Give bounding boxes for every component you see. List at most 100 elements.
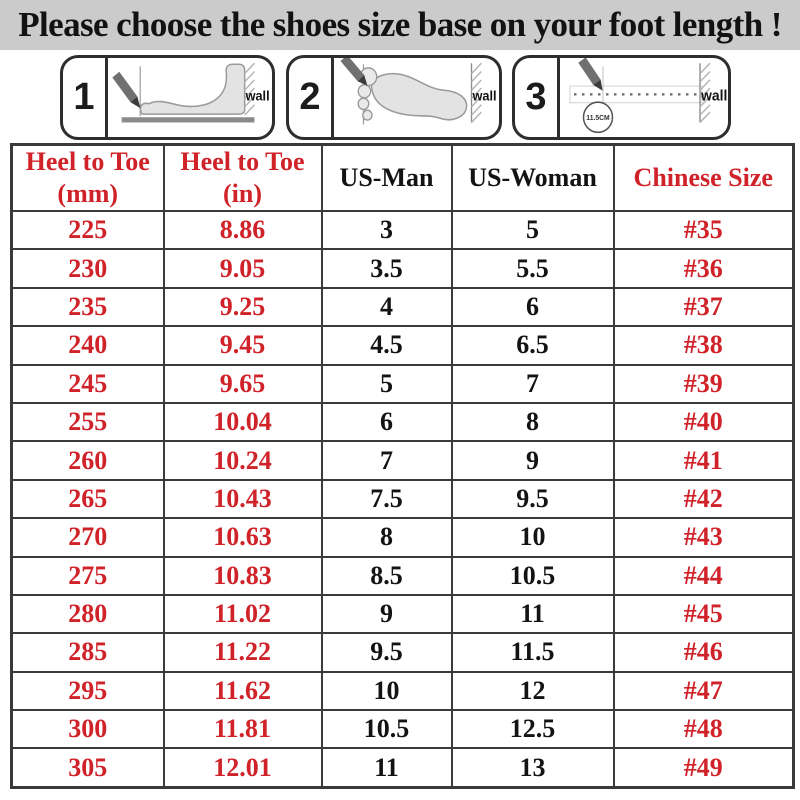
table-row: 280 11.02 9 11 #45: [10, 593, 795, 635]
measure-value-circle: [582, 101, 614, 134]
wall-label: wall: [472, 88, 497, 103]
size-cell: 11: [450, 593, 615, 635]
header-us-man: US-Man: [320, 143, 453, 212]
title-banner: Please choose the shoes size base on you…: [0, 0, 800, 50]
table-row: 235 9.25 4 6 #37: [10, 286, 795, 328]
size-cell: 4.5: [320, 325, 453, 366]
size-cell: 11.02: [162, 593, 323, 635]
foot-top-view-illustration: wall: [340, 58, 497, 125]
size-cell: 6: [320, 401, 453, 443]
size-cell: 10.5: [450, 555, 615, 596]
size-cell: 7.5: [320, 478, 453, 520]
header-us-woman: US-Woman: [450, 143, 615, 212]
size-cell: 3.5: [320, 248, 453, 289]
wall-hatching: [699, 62, 711, 123]
table-row: 245 9.65 5 7 #39: [10, 363, 795, 404]
size-cell: #41: [612, 440, 795, 481]
size-cell: 10: [320, 670, 453, 712]
size-cell: 12.01: [162, 747, 323, 789]
size-cell: 10.63: [162, 517, 323, 558]
size-cell: #49: [612, 747, 795, 789]
size-cell: 5: [320, 363, 453, 404]
header-heel-to-toe-mm: Heel to Toe (mm): [10, 143, 165, 212]
size-cell: 305: [10, 747, 165, 789]
size-cell: 9: [450, 440, 615, 481]
step-number: 3: [515, 58, 560, 137]
size-cell: #38: [612, 325, 795, 366]
page-title: Please choose the shoes size base on you…: [18, 5, 782, 44]
size-cell: #35: [612, 209, 795, 251]
size-cell: 8: [450, 401, 615, 443]
size-cell: 275: [10, 555, 165, 596]
size-cell: 240: [10, 325, 165, 366]
size-cell: #47: [612, 670, 795, 712]
size-cell: 12: [450, 670, 615, 712]
footprint-sole-shape: [370, 72, 468, 121]
table-row: 265 10.43 7.5 9.5 #42: [10, 478, 795, 520]
size-cell: 5.5: [450, 248, 615, 289]
table-row: 230 9.05 3.5 5.5 #36: [10, 248, 795, 289]
size-cell: 230: [10, 248, 165, 289]
foot-side-shape: [139, 63, 246, 115]
size-cell: #43: [612, 517, 795, 558]
size-cell: 280: [10, 593, 165, 635]
wall-hatching: [471, 62, 482, 123]
size-cell: 255: [10, 401, 165, 443]
size-cell: 9.45: [162, 325, 323, 366]
size-cell: 8.5: [320, 555, 453, 596]
size-cell: 10: [450, 517, 615, 558]
table-row: 225 8.86 3 5 #35: [10, 209, 795, 251]
table-row: 270 10.63 8 10 #43: [10, 517, 795, 558]
size-cell: #42: [612, 478, 795, 520]
step-number: 1: [63, 58, 108, 137]
table-row: 285 11.22 9.5 11.5 #46: [10, 632, 795, 673]
foot-side-view-illustration: wall: [112, 62, 270, 123]
pencil-icon: [340, 58, 368, 86]
wall-hatching: [244, 62, 255, 116]
size-cell: 12.5: [450, 709, 615, 750]
size-cell: 5: [450, 209, 615, 251]
table-row: 260 10.24 7 9 #41: [10, 440, 795, 481]
size-cell: 245: [10, 363, 165, 404]
size-cell: #48: [612, 709, 795, 750]
size-cell: 9.65: [162, 363, 323, 404]
instruction-panel-step3: 3 11.5CM wall: [512, 55, 731, 140]
step-number: 2: [289, 58, 334, 137]
size-cell: 11: [320, 747, 453, 789]
size-cell: 11.81: [162, 709, 323, 750]
size-cell: #40: [612, 401, 795, 443]
measure-value-label: 11.5CM: [586, 115, 610, 122]
table-header-row: Heel to Toe (mm) Heel to Toe (in) US-Man…: [10, 143, 795, 212]
size-cell: #44: [612, 555, 795, 596]
size-cell: 225: [10, 209, 165, 251]
table-row: 300 11.81 10.5 12.5 #48: [10, 709, 795, 750]
size-cell: 13: [450, 747, 615, 789]
header-chinese-size: Chinese Size: [612, 143, 795, 212]
size-cell: 9.25: [162, 286, 323, 328]
pencil-icon: [578, 58, 603, 91]
step3-artwork: 11.5CM wall: [560, 58, 728, 137]
table-row: 275 10.83 8.5 10.5 #44: [10, 555, 795, 596]
table-row: 305 12.01 11 13 #49: [10, 747, 795, 789]
size-cell: 9: [320, 593, 453, 635]
size-cell: #36: [612, 248, 795, 289]
size-cell: 10.04: [162, 401, 323, 443]
size-cell: 270: [10, 517, 165, 558]
size-table: Heel to Toe (mm) Heel to Toe (in) US-Man…: [10, 143, 795, 789]
size-cell: 11.22: [162, 632, 323, 673]
size-table-body: 225 8.86 3 5 #35 230 9.05 3.5 5.5 #36 235 9.25 4 6 #37…: [10, 209, 795, 789]
wall-label: wall: [245, 88, 270, 103]
instruction-panel-step2: 2 wall: [286, 55, 502, 140]
size-cell: 3: [320, 209, 453, 251]
size-cell: 11.5: [450, 632, 615, 673]
size-cell: #46: [612, 632, 795, 673]
size-cell: 295: [10, 670, 165, 712]
size-cell: #37: [612, 286, 795, 328]
size-cell: 10.43: [162, 478, 323, 520]
instruction-panel-step1: 1 wall: [60, 55, 275, 140]
size-cell: 9.05: [162, 248, 323, 289]
table-row: 295 11.62 10 12 #47: [10, 670, 795, 712]
size-cell: 6.5: [450, 325, 615, 366]
size-cell: 300: [10, 709, 165, 750]
size-cell: 4: [320, 286, 453, 328]
